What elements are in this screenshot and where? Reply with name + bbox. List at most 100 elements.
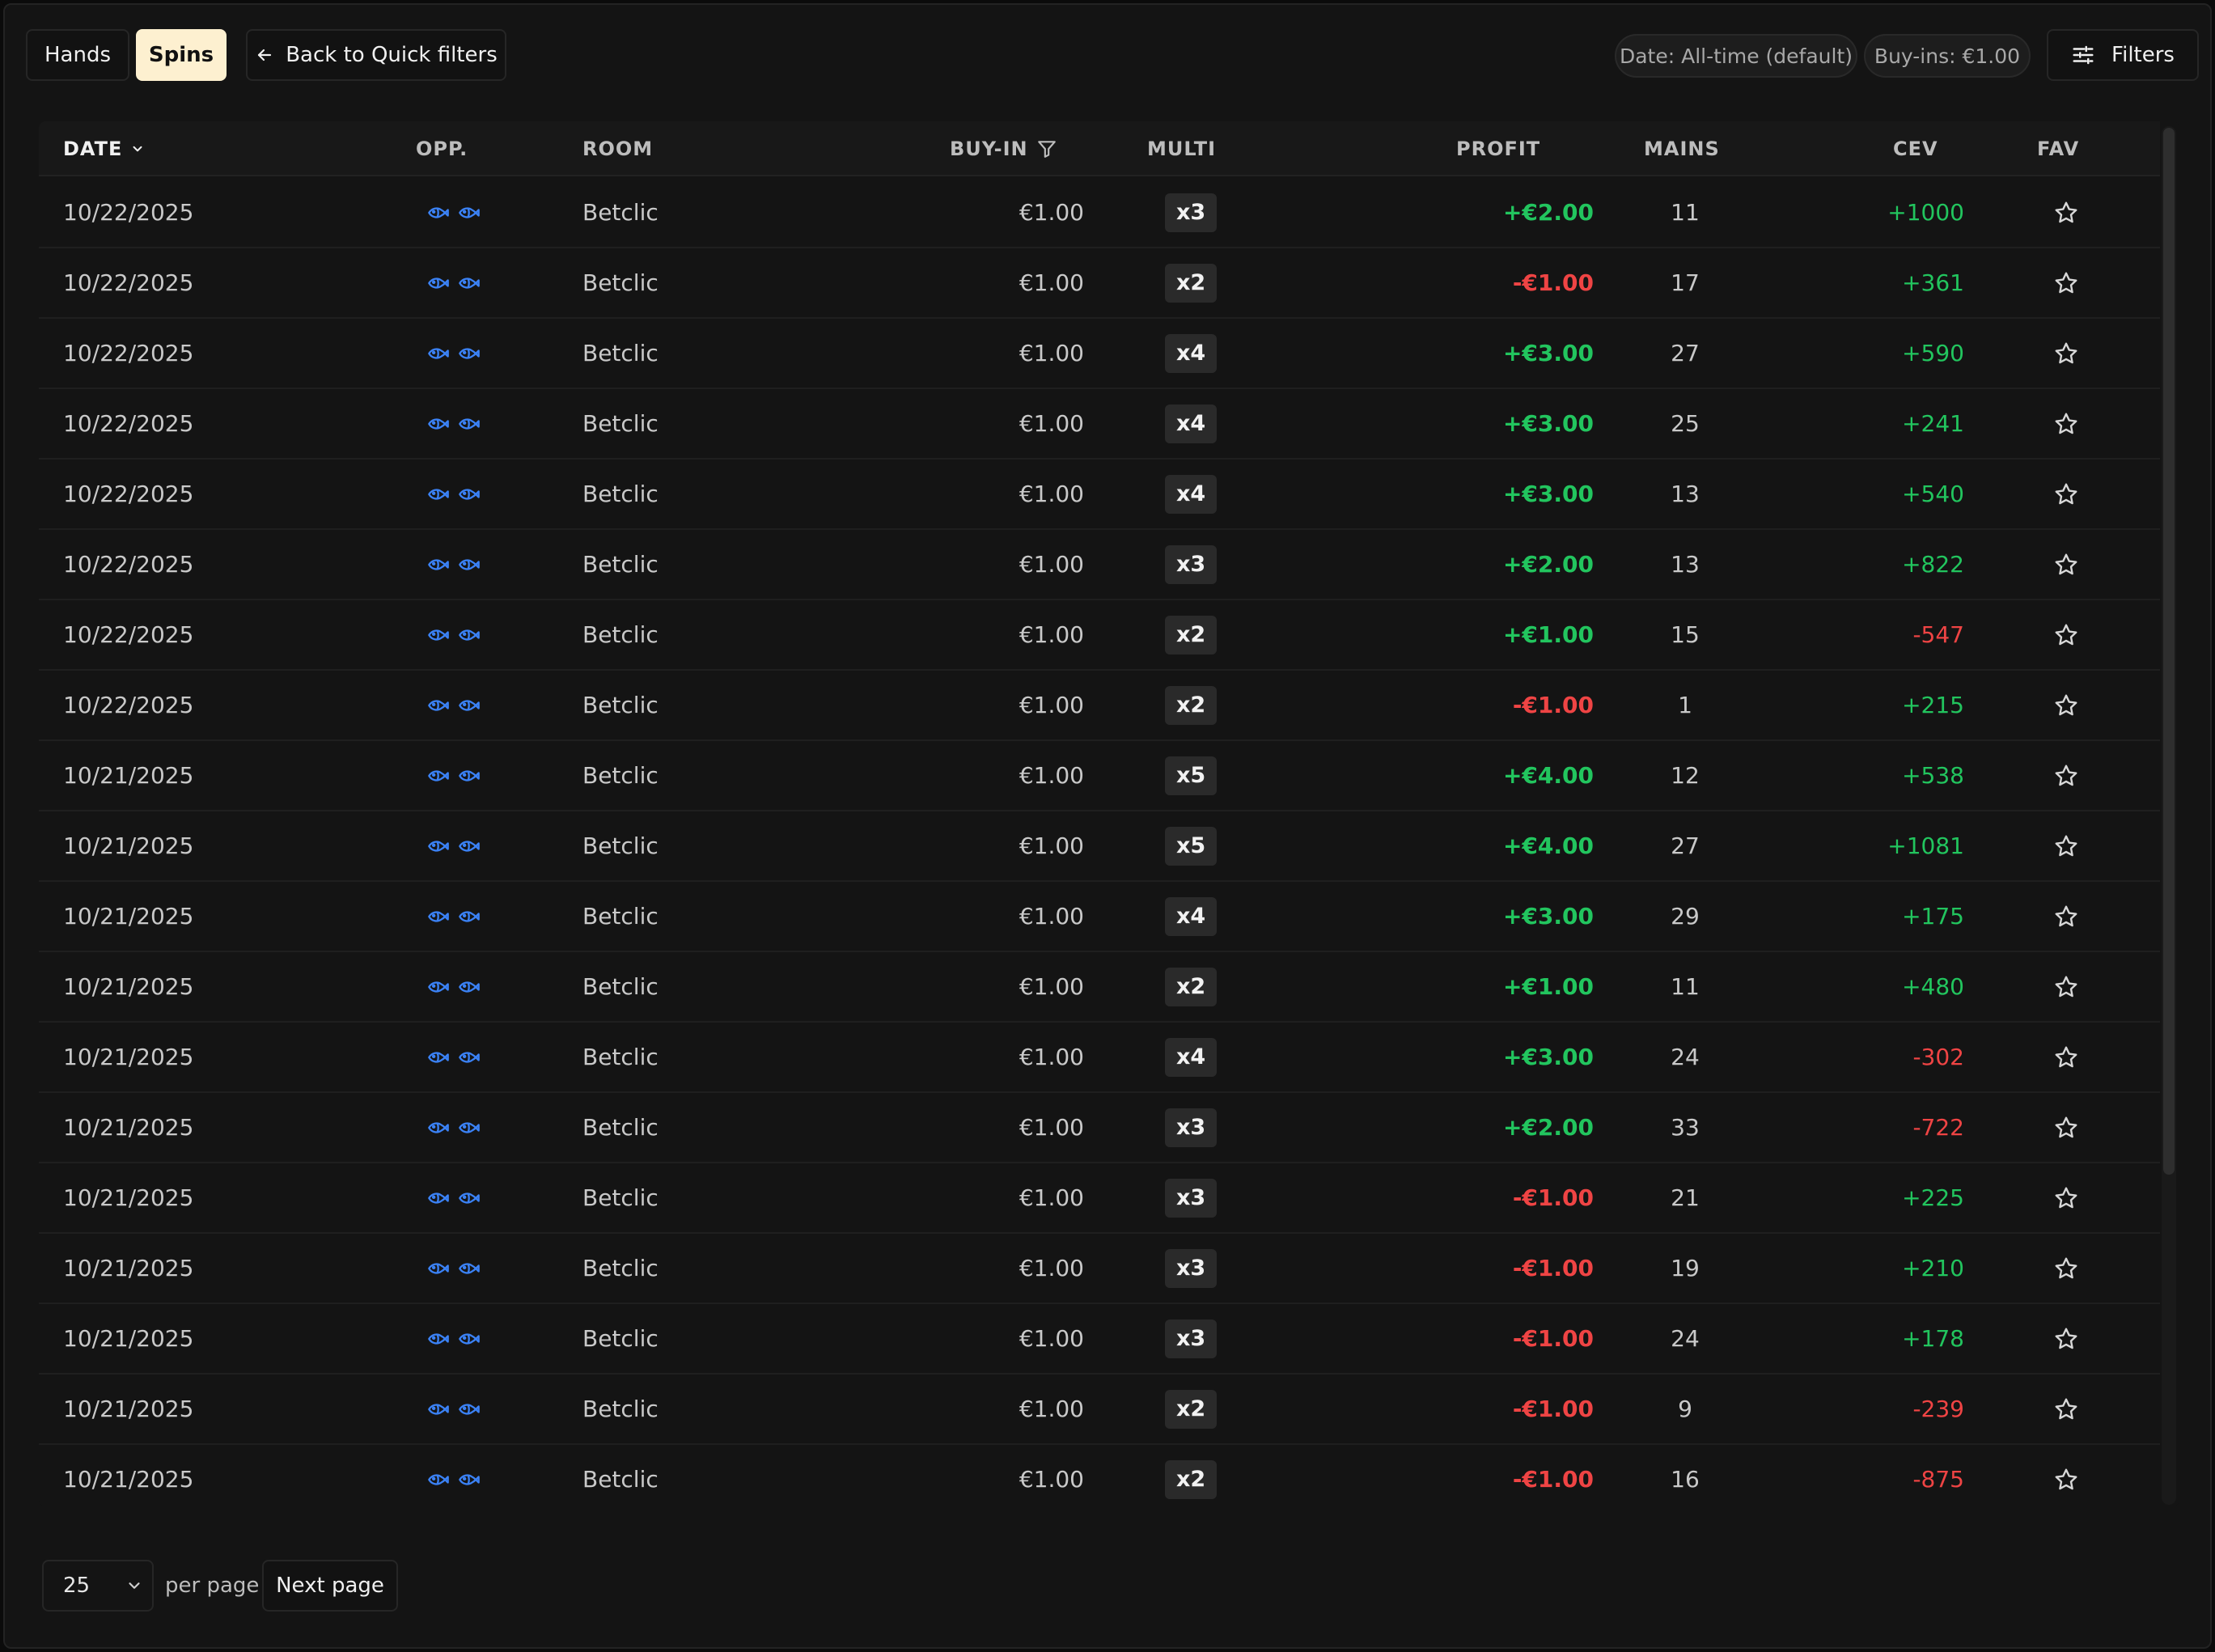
- star-icon[interactable]: [2053, 1326, 2079, 1352]
- favorite-toggle[interactable]: [2042, 600, 2090, 669]
- star-icon[interactable]: [2053, 1115, 2079, 1141]
- star-icon[interactable]: [2053, 1044, 2079, 1070]
- column-header-room[interactable]: ROOM: [582, 138, 654, 160]
- star-icon[interactable]: [2053, 1256, 2079, 1281]
- table-row[interactable]: 10/21/2025 Betclic €1.00 x4 +€3.00 29 +1…: [39, 882, 2160, 952]
- favorite-toggle[interactable]: [2042, 671, 2090, 739]
- row-profit: +€4.00: [1502, 832, 1594, 859]
- star-icon[interactable]: [2053, 481, 2079, 507]
- fish-icon: [459, 1192, 480, 1204]
- star-icon[interactable]: [2053, 622, 2079, 648]
- star-icon[interactable]: [2053, 1185, 2079, 1211]
- row-mains: 33: [1671, 1114, 1700, 1141]
- table-row[interactable]: 10/21/2025 Betclic €1.00 x2 +€1.00 11 +4…: [39, 952, 2160, 1023]
- favorite-toggle[interactable]: [2042, 1163, 2090, 1232]
- fish-icon: [459, 1262, 480, 1274]
- column-header-buyin[interactable]: BUY-IN: [950, 121, 1057, 176]
- favorite-toggle[interactable]: [2042, 1234, 2090, 1303]
- hands-tab-button[interactable]: Hands: [26, 29, 129, 81]
- favorite-toggle[interactable]: [2042, 460, 2090, 528]
- star-icon[interactable]: [2053, 974, 2079, 1000]
- table-scrollbar[interactable]: [2162, 126, 2176, 1505]
- favorite-toggle[interactable]: [2042, 178, 2090, 247]
- table-row[interactable]: 10/21/2025 Betclic €1.00 x3 -€1.00 19 +2…: [39, 1234, 2160, 1304]
- favorite-toggle[interactable]: [2042, 1445, 2090, 1506]
- multiplier-badge: x2: [1165, 1459, 1218, 1499]
- table-row[interactable]: 10/22/2025 Betclic €1.00 x2 -€1.00 1 +21…: [39, 671, 2160, 741]
- column-header-profit[interactable]: PROFIT: [1456, 138, 1541, 160]
- star-icon[interactable]: [2053, 693, 2079, 718]
- row-room: Betclic: [582, 692, 659, 718]
- star-icon[interactable]: [2053, 763, 2079, 789]
- row-mains: 12: [1671, 762, 1700, 789]
- table-row[interactable]: 10/21/2025 Betclic €1.00 x2 -€1.00 9 -23…: [39, 1375, 2160, 1445]
- table-row[interactable]: 10/22/2025 Betclic €1.00 x3 +€2.00 11 +1…: [39, 178, 2160, 248]
- row-buyin: €1.00: [1019, 832, 1084, 859]
- page-size-value: 25: [63, 1574, 91, 1598]
- buyin-filter-chip[interactable]: Buy-ins: €1.00: [1864, 34, 2031, 78]
- favorite-toggle[interactable]: [2042, 1023, 2090, 1091]
- table-row[interactable]: 10/21/2025 Betclic €1.00 x5 +€4.00 12 +5…: [39, 741, 2160, 811]
- next-page-button[interactable]: Next page: [262, 1560, 398, 1612]
- funnel-icon[interactable]: [1036, 138, 1057, 159]
- date-filter-chip[interactable]: Date: All-time (default): [1615, 34, 1857, 78]
- multiplier-badge: x3: [1165, 1178, 1218, 1218]
- table-row[interactable]: 10/22/2025 Betclic €1.00 x4 +€3.00 25 +2…: [39, 389, 2160, 460]
- favorite-toggle[interactable]: [2042, 1304, 2090, 1373]
- fish-icon: [428, 1473, 449, 1485]
- star-icon[interactable]: [2053, 200, 2079, 226]
- favorite-toggle[interactable]: [2042, 1093, 2090, 1162]
- table-row[interactable]: 10/22/2025 Betclic €1.00 x3 +€2.00 13 +8…: [39, 530, 2160, 600]
- table-row[interactable]: 10/21/2025 Betclic €1.00 x4 +€3.00 24 -3…: [39, 1023, 2160, 1093]
- table-row[interactable]: 10/21/2025 Betclic €1.00 x3 -€1.00 21 +2…: [39, 1163, 2160, 1234]
- star-icon[interactable]: [2053, 552, 2079, 578]
- multiplier-badge: x2: [1165, 967, 1218, 1006]
- favorite-toggle[interactable]: [2042, 248, 2090, 317]
- scrollbar-thumb[interactable]: [2163, 128, 2175, 1175]
- star-icon[interactable]: [2053, 833, 2079, 859]
- star-icon[interactable]: [2053, 1467, 2079, 1493]
- favorite-toggle[interactable]: [2042, 389, 2090, 458]
- row-mains: 21: [1671, 1184, 1700, 1211]
- row-multiplier: x2: [1165, 952, 1218, 1021]
- row-date: 10/21/2025: [63, 1114, 194, 1141]
- star-icon[interactable]: [2053, 904, 2079, 930]
- table-row[interactable]: 10/22/2025 Betclic €1.00 x4 +€3.00 27 +5…: [39, 319, 2160, 389]
- filters-button[interactable]: Filters: [2047, 29, 2199, 81]
- table-row[interactable]: 10/21/2025 Betclic €1.00 x3 +€2.00 33 -7…: [39, 1093, 2160, 1163]
- star-icon[interactable]: [2053, 341, 2079, 366]
- favorite-toggle[interactable]: [2042, 530, 2090, 599]
- favorite-toggle[interactable]: [2042, 741, 2090, 810]
- row-room: Betclic: [582, 410, 659, 437]
- favorite-toggle[interactable]: [2042, 811, 2090, 880]
- row-mains: 24: [1671, 1044, 1700, 1070]
- column-header-date[interactable]: DATE: [63, 121, 145, 176]
- row-opponents: [427, 1234, 481, 1303]
- favorite-toggle[interactable]: [2042, 882, 2090, 951]
- fish-icon: [459, 277, 480, 289]
- table-row[interactable]: 10/22/2025 Betclic €1.00 x2 -€1.00 17 +3…: [39, 248, 2160, 319]
- column-header-opp[interactable]: OPP.: [416, 138, 468, 160]
- column-header-cev[interactable]: CEV: [1893, 138, 1938, 160]
- pagination-footer: 25 per page Next page: [39, 1560, 686, 1613]
- fish-icon: [428, 699, 449, 711]
- favorite-toggle[interactable]: [2042, 952, 2090, 1021]
- table-row[interactable]: 10/21/2025 Betclic €1.00 x2 -€1.00 16 -8…: [39, 1445, 2160, 1506]
- star-icon[interactable]: [2053, 411, 2079, 437]
- page-size-select[interactable]: 25: [42, 1560, 154, 1612]
- table-row[interactable]: 10/21/2025 Betclic €1.00 x3 -€1.00 24 +1…: [39, 1304, 2160, 1375]
- back-to-quick-filters-button[interactable]: Back to Quick filters: [246, 29, 506, 81]
- table-row[interactable]: 10/22/2025 Betclic €1.00 x2 +€1.00 15 -5…: [39, 600, 2160, 671]
- column-header-mains[interactable]: MAINS: [1644, 138, 1720, 160]
- fish-icon: [459, 1051, 480, 1063]
- star-icon[interactable]: [2053, 1396, 2079, 1422]
- star-icon[interactable]: [2053, 270, 2079, 296]
- table-row[interactable]: 10/22/2025 Betclic €1.00 x4 +€3.00 13 +5…: [39, 460, 2160, 530]
- spins-tab-button[interactable]: Spins: [136, 29, 227, 81]
- favorite-toggle[interactable]: [2042, 1375, 2090, 1443]
- row-mains: 27: [1671, 832, 1700, 859]
- table-row[interactable]: 10/21/2025 Betclic €1.00 x5 +€4.00 27 +1…: [39, 811, 2160, 882]
- column-header-fav[interactable]: FAV: [2037, 138, 2080, 160]
- favorite-toggle[interactable]: [2042, 319, 2090, 388]
- column-header-multi[interactable]: MULTI: [1147, 138, 1216, 160]
